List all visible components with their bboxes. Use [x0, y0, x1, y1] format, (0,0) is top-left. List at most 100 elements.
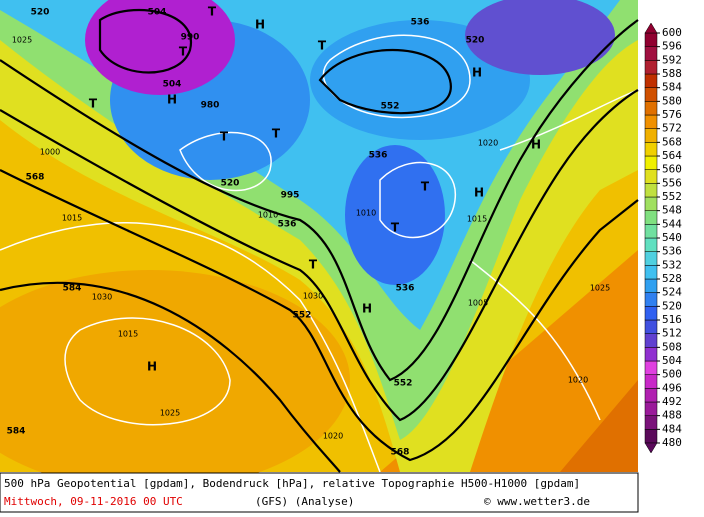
colorbar-label: 508	[662, 340, 682, 353]
map-label: 520	[221, 179, 240, 189]
map-label: H	[362, 302, 372, 316]
colorbar-segment	[644, 32, 658, 47]
colorbar-label: 556	[662, 176, 682, 189]
caption-box	[0, 472, 639, 513]
map-label: 568	[26, 173, 45, 183]
map-label: 536	[369, 151, 388, 161]
colorbar-segment	[644, 169, 658, 184]
map-field	[0, 270, 350, 490]
colorbar-segment	[644, 155, 658, 170]
caption-title: 500 hPa Geopotential [gpdam], Bodendruck…	[4, 477, 580, 490]
map-label: 584	[7, 427, 26, 437]
colorbar-segment	[644, 251, 658, 266]
map-label: 1025	[160, 409, 180, 418]
map-label: H	[167, 93, 177, 107]
map-label: 1020	[478, 139, 498, 148]
colorbar-label: 576	[662, 108, 682, 121]
map-label: 504	[148, 8, 167, 18]
map-label: 1015	[118, 330, 138, 339]
colorbar-label: 600	[662, 26, 682, 39]
map-label: 520	[31, 8, 50, 18]
colorbar-segment	[644, 142, 658, 157]
map-label: 536	[411, 18, 430, 28]
map	[0, 0, 639, 490]
map-label: T	[89, 97, 98, 111]
map-label: T	[309, 258, 318, 272]
colorbar-label: 500	[662, 368, 682, 381]
map-label: 990	[181, 33, 200, 43]
map-label: 1030	[92, 293, 112, 302]
map-label: 552	[293, 311, 312, 321]
colorbar-label: 572	[662, 122, 682, 135]
map-label: 995	[281, 191, 300, 201]
colorbar-label: 592	[662, 53, 682, 66]
map-label: 1020	[323, 432, 343, 441]
map-label: 520	[466, 36, 485, 46]
height-contours	[0, 8, 639, 473]
colorbar-segment	[644, 237, 658, 252]
map-label: 1005	[468, 299, 488, 308]
map-label: 980	[201, 101, 220, 111]
colorbar-segment	[644, 73, 658, 88]
colorbar-label: 528	[662, 272, 682, 285]
colorbar-segment	[644, 415, 658, 430]
colorbar-segment	[644, 46, 658, 61]
colorbar-label: 548	[662, 204, 682, 217]
map-label: T	[179, 45, 188, 59]
colorbar-segment	[644, 429, 658, 444]
colorbar-segment	[644, 87, 658, 102]
colorbar-label: 560	[662, 163, 682, 176]
colorbar-segment	[644, 114, 658, 129]
colorbar-label: 580	[662, 94, 682, 107]
colorbar-label: 584	[662, 81, 682, 94]
map-label: 1015	[467, 215, 487, 224]
colorbar-label: 532	[662, 258, 682, 271]
colorbar-segment	[644, 292, 658, 307]
colorbar-segment	[644, 401, 658, 416]
map-label: H	[147, 360, 157, 374]
map-label: 1020	[568, 376, 588, 385]
colorbar-segment	[644, 360, 658, 375]
colorbar-segment	[644, 374, 658, 389]
map-label: 552	[394, 379, 413, 389]
map-label: T	[421, 180, 430, 194]
colorbar-segment	[644, 224, 658, 239]
colorbar: 4804844884924965005045085125165205245285…	[644, 22, 682, 454]
colorbar-segment	[644, 319, 658, 334]
map-label: T	[391, 221, 400, 235]
map-label: T	[272, 127, 281, 141]
colorbar-segment	[644, 347, 658, 362]
colorbar-label: 540	[662, 231, 682, 244]
map-label: 1025	[590, 284, 610, 293]
colorbar-label: 552	[662, 190, 682, 203]
colorbar-segment	[644, 388, 658, 403]
map-label: T	[208, 5, 217, 19]
map-label: T	[220, 130, 229, 144]
colorbar-label: 480	[662, 436, 682, 449]
colorbar-label: 516	[662, 313, 682, 326]
colorbar-segment	[644, 196, 658, 211]
colorbar-segment	[644, 265, 658, 280]
map-label: 1010	[258, 211, 278, 220]
colorbar-label: 484	[662, 422, 682, 435]
colorbar-label: 524	[662, 286, 682, 299]
map-label: 536	[396, 284, 415, 294]
colorbar-label: 504	[662, 354, 682, 367]
colorbar-cap	[644, 442, 658, 454]
colorbar-label: 564	[662, 149, 682, 162]
colorbar-segment	[644, 183, 658, 198]
colorbar-segment	[644, 278, 658, 293]
colorbar-label: 588	[662, 67, 682, 80]
map-label: T	[318, 39, 327, 53]
map-field	[465, 0, 615, 75]
caption-copyright: © www.wetter3.de	[484, 495, 590, 508]
map-label: 504	[163, 80, 182, 90]
map-label: H	[531, 138, 541, 152]
colorbar-label: 496	[662, 381, 682, 394]
map-label: 568	[391, 448, 410, 458]
colorbar-segment	[644, 333, 658, 348]
colorbar-label: 544	[662, 217, 682, 230]
map-label: 536	[278, 220, 297, 230]
map-label: H	[474, 186, 484, 200]
